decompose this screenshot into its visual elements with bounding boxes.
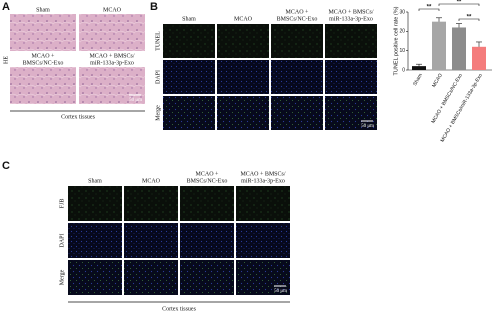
micrograph <box>124 260 178 295</box>
row-label: FJB <box>59 199 65 209</box>
micrograph <box>217 96 269 130</box>
column-label: MCAO + <box>196 171 220 177</box>
column-label: Sham <box>36 7 50 13</box>
micrograph <box>163 60 215 94</box>
micrograph <box>236 260 290 295</box>
scale-bar-label: 50 μm <box>129 98 142 103</box>
column-label: BMSCs/NC-Exo <box>277 16 318 22</box>
he-image <box>79 14 145 51</box>
significance-label: ** <box>427 5 432 11</box>
micrograph <box>325 60 377 94</box>
micrograph <box>271 96 323 130</box>
he-image <box>10 67 76 104</box>
row-label: Merge <box>59 269 65 285</box>
he-image <box>79 67 145 104</box>
significance-label: ** <box>457 0 462 6</box>
column-label: MCAO + BMSCs/ <box>89 53 134 59</box>
micrograph <box>180 223 234 258</box>
y-tick-label: 10 <box>399 48 405 54</box>
y-axis-label: TUNEL positive cell rate (%) <box>393 6 399 75</box>
bar <box>452 27 466 70</box>
column-label: miR-133a-3p-Exo <box>329 16 373 22</box>
bar <box>472 46 486 70</box>
column-label: MCAO + BMSCs/ <box>240 171 285 177</box>
x-tick-label: Sham <box>412 73 424 87</box>
scale-bar-label: 50 μm <box>361 124 374 129</box>
bar <box>432 21 446 71</box>
column-label: miR-133a-3p-Exo <box>241 178 285 184</box>
y-tick-label: 30 <box>399 9 405 15</box>
y-tick-label: 20 <box>399 29 405 35</box>
column-label: Sham <box>88 178 102 184</box>
column-label: MCAO + <box>32 53 56 59</box>
column-label: miR-133a-3p-Exo <box>90 60 134 66</box>
micrograph <box>271 60 323 94</box>
panel-label: B <box>150 1 158 13</box>
row-label: TUNEL <box>155 31 161 51</box>
row-label: Merge <box>155 105 161 121</box>
column-label: BMSCs/NC-Exo <box>23 60 64 66</box>
bar <box>412 66 426 70</box>
micrograph <box>163 96 215 130</box>
column-label: BMSCs/NC-Exo <box>187 178 228 184</box>
column-label: MCAO + <box>286 9 310 15</box>
row-label: DAPI <box>155 70 161 84</box>
micrograph <box>325 24 377 58</box>
panel-label: A <box>2 1 10 13</box>
micrograph <box>124 186 178 221</box>
y-tick-label: 0 <box>402 67 405 73</box>
micrograph <box>68 260 122 295</box>
micrograph <box>180 260 234 295</box>
micrograph <box>68 186 122 221</box>
caption: Cortex tissues <box>162 306 196 312</box>
micrograph <box>236 223 290 258</box>
x-tick-label: MCAO + BMSCs/miR-133a-3p-Exo <box>440 72 484 143</box>
micrograph <box>325 96 377 130</box>
caption: Cortex tissues <box>61 114 95 120</box>
x-tick-label: MCAO <box>431 73 444 89</box>
significance-label: ** <box>467 15 472 21</box>
column-label: MCAO <box>142 178 161 184</box>
significance-bracket <box>438 3 480 6</box>
scale-bar-label: 50 μm <box>274 289 287 294</box>
micrograph <box>124 223 178 258</box>
micrograph <box>217 24 269 58</box>
he-image <box>10 14 76 51</box>
column-label: Sham <box>182 16 196 22</box>
micrograph <box>236 186 290 221</box>
row-label: HE <box>3 56 9 64</box>
row-label: DAPI <box>59 233 65 247</box>
micrograph <box>68 223 122 258</box>
panel-label: C <box>2 160 10 172</box>
micrograph <box>217 60 269 94</box>
significance-bracket <box>458 18 480 21</box>
significance-bracket <box>418 8 440 11</box>
micrograph <box>271 24 323 58</box>
micrograph <box>180 186 234 221</box>
micrograph <box>163 24 215 58</box>
column-label: MCAO + BMSCs/ <box>328 9 373 15</box>
column-label: MCAO <box>103 7 122 13</box>
column-label: MCAO <box>234 16 253 22</box>
